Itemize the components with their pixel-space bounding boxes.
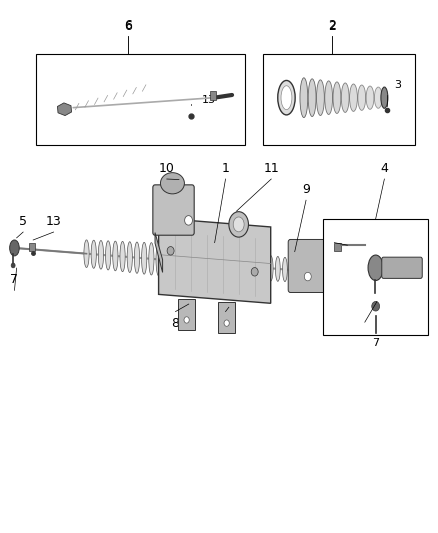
Ellipse shape <box>160 173 184 194</box>
Text: 1: 1 <box>222 162 230 175</box>
Ellipse shape <box>290 258 294 282</box>
Text: 2: 2 <box>328 20 336 33</box>
Ellipse shape <box>167 247 174 255</box>
Text: 10: 10 <box>159 162 175 175</box>
Ellipse shape <box>276 256 280 281</box>
Text: 13: 13 <box>326 225 342 238</box>
Text: 8: 8 <box>172 317 180 330</box>
Ellipse shape <box>268 256 273 281</box>
Ellipse shape <box>283 257 287 281</box>
Polygon shape <box>159 218 271 303</box>
Ellipse shape <box>341 83 349 112</box>
Ellipse shape <box>106 241 111 270</box>
Text: 8: 8 <box>222 317 230 330</box>
Ellipse shape <box>311 261 316 282</box>
FancyBboxPatch shape <box>382 257 422 278</box>
Ellipse shape <box>278 80 295 115</box>
Text: 9: 9 <box>302 183 310 196</box>
FancyBboxPatch shape <box>288 239 329 293</box>
Ellipse shape <box>229 212 248 237</box>
Text: 3: 3 <box>394 80 401 91</box>
Ellipse shape <box>372 302 380 311</box>
Ellipse shape <box>156 243 161 276</box>
Text: 2: 2 <box>328 19 336 31</box>
Text: 6: 6 <box>124 19 131 31</box>
Bar <box>29 243 35 251</box>
Text: 4: 4 <box>381 162 389 175</box>
Text: 5: 5 <box>19 215 27 228</box>
Ellipse shape <box>308 79 316 117</box>
Ellipse shape <box>11 263 15 268</box>
Ellipse shape <box>120 241 125 272</box>
Ellipse shape <box>149 243 154 275</box>
Text: 11: 11 <box>263 162 279 175</box>
Ellipse shape <box>251 268 258 276</box>
Ellipse shape <box>366 86 374 109</box>
FancyBboxPatch shape <box>178 298 195 330</box>
Text: 13: 13 <box>202 95 216 105</box>
Bar <box>323 219 428 335</box>
Text: 7: 7 <box>11 273 18 286</box>
Ellipse shape <box>127 242 132 272</box>
Polygon shape <box>57 103 71 116</box>
Text: 13: 13 <box>46 215 61 228</box>
Ellipse shape <box>98 240 103 269</box>
Text: 7: 7 <box>372 338 379 348</box>
Ellipse shape <box>91 240 96 268</box>
Ellipse shape <box>333 82 341 114</box>
Text: 13: 13 <box>336 225 350 235</box>
Ellipse shape <box>84 240 89 268</box>
Ellipse shape <box>304 260 309 282</box>
Ellipse shape <box>297 259 302 282</box>
Ellipse shape <box>134 242 140 273</box>
Ellipse shape <box>325 262 330 283</box>
Ellipse shape <box>141 243 147 274</box>
Ellipse shape <box>350 84 357 111</box>
Ellipse shape <box>332 263 337 284</box>
Ellipse shape <box>233 217 244 232</box>
Bar <box>334 243 341 251</box>
Ellipse shape <box>113 241 118 271</box>
Ellipse shape <box>304 272 311 281</box>
Ellipse shape <box>368 255 383 280</box>
Ellipse shape <box>325 81 332 115</box>
Polygon shape <box>327 239 338 293</box>
Ellipse shape <box>317 80 324 116</box>
Ellipse shape <box>184 317 189 323</box>
Ellipse shape <box>224 320 229 326</box>
FancyBboxPatch shape <box>218 302 235 333</box>
Ellipse shape <box>300 78 308 118</box>
Bar <box>210 91 215 100</box>
Ellipse shape <box>381 87 388 108</box>
Ellipse shape <box>10 240 19 256</box>
Ellipse shape <box>281 86 292 110</box>
Ellipse shape <box>185 216 192 225</box>
Ellipse shape <box>374 87 382 108</box>
Ellipse shape <box>358 85 366 110</box>
Polygon shape <box>155 232 162 272</box>
Ellipse shape <box>318 262 323 283</box>
Bar <box>36 54 245 144</box>
Bar <box>262 54 415 144</box>
Text: 7: 7 <box>361 305 369 318</box>
FancyBboxPatch shape <box>153 185 194 235</box>
Text: 6: 6 <box>124 20 131 33</box>
